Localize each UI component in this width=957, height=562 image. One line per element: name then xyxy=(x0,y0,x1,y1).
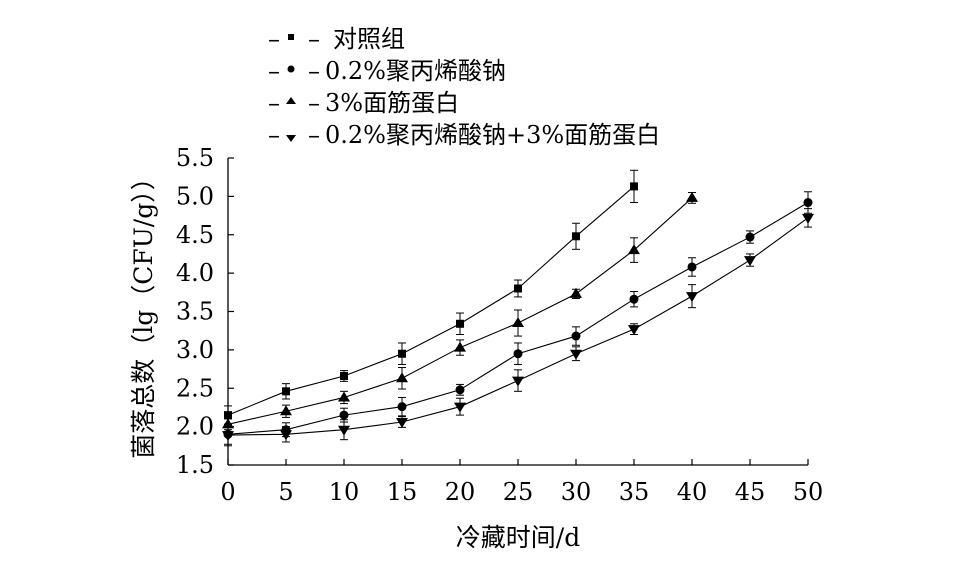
legend-dash-left: – xyxy=(268,89,280,117)
x-tick-label: 15 xyxy=(387,478,418,506)
x-tick-label: 0 xyxy=(220,478,235,506)
data-point xyxy=(454,341,466,352)
data-point xyxy=(803,198,813,208)
data-point xyxy=(686,292,698,303)
y-tick-label: 2.0 xyxy=(176,413,214,441)
y-tick-label: 2.5 xyxy=(176,374,214,402)
legend-label-polyacrylate: 0.2%聚丙烯酸钠 xyxy=(325,57,506,85)
y-tick-label: 3.0 xyxy=(176,336,214,364)
y-tick-label: 5.0 xyxy=(176,182,214,210)
data-point xyxy=(338,391,350,402)
data-point xyxy=(222,418,234,429)
x-tick-label: 40 xyxy=(677,478,708,506)
series-2 xyxy=(223,191,813,445)
data-point xyxy=(628,244,640,255)
legend-square-marker xyxy=(288,34,294,40)
y-ticks: 1.5 2.0 2.5 3.0 3.5 4.0 4.5 5.0 5.5 xyxy=(176,144,234,479)
legend-dash-right: – xyxy=(308,89,320,117)
data-point xyxy=(570,287,582,298)
legend-dash-right: – xyxy=(308,121,320,149)
data-point xyxy=(396,372,408,383)
data-point xyxy=(454,402,466,413)
data-point xyxy=(222,431,234,442)
data-point xyxy=(513,349,523,359)
data-point xyxy=(338,425,350,436)
legend-item-gluten: – – 3%面筋蛋白 xyxy=(268,89,459,117)
legend-dash-left: – xyxy=(268,121,280,149)
data-point xyxy=(340,371,348,380)
y-tick-label: 4.5 xyxy=(176,221,214,249)
x-axis-title: 冷藏时间/d xyxy=(456,523,580,552)
data-point xyxy=(397,402,407,412)
data-point xyxy=(744,256,756,267)
data-point xyxy=(686,191,698,202)
series-layer xyxy=(222,169,814,447)
series-line xyxy=(227,185,635,416)
series-3 xyxy=(222,191,698,431)
series-4 xyxy=(222,208,814,447)
data-point xyxy=(572,232,580,241)
data-point xyxy=(628,325,640,336)
data-point xyxy=(456,319,464,328)
data-point xyxy=(396,418,408,429)
legend-dash-left: – xyxy=(268,25,280,53)
y-tick-label: 4.0 xyxy=(176,259,214,287)
y-tick-label: 5.5 xyxy=(176,144,214,172)
data-point xyxy=(630,182,638,191)
data-point xyxy=(280,430,292,441)
data-point xyxy=(687,262,697,272)
y-tick-label: 1.5 xyxy=(176,451,214,479)
legend-item-polyacrylate: – – 0.2%聚丙烯酸钠 xyxy=(268,57,506,85)
data-point xyxy=(224,411,232,420)
legend-circle-marker xyxy=(287,65,295,73)
data-point xyxy=(455,385,465,395)
data-point xyxy=(629,294,639,304)
legend-label-control: 对照组 xyxy=(333,25,405,53)
data-point xyxy=(512,317,524,328)
data-point xyxy=(280,405,292,416)
legend: – – 对照组 – – 0.2%聚丙烯酸钠 – – 3%面筋蛋白 – – 0.2… xyxy=(268,25,660,149)
legend-triangle-up-marker xyxy=(286,97,296,104)
data-point xyxy=(570,349,582,360)
legend-label-gluten: 3%面筋蛋白 xyxy=(325,89,459,117)
x-tick-label: 10 xyxy=(329,478,360,506)
legend-dash-left: – xyxy=(268,57,280,85)
data-point xyxy=(571,331,581,341)
x-tick-label: 25 xyxy=(503,478,534,506)
x-tick-label: 5 xyxy=(278,478,293,506)
data-point xyxy=(282,387,290,396)
legend-dash-right: – xyxy=(308,25,320,53)
y-tick-label: 3.5 xyxy=(176,298,214,326)
legend-item-combined: – – 0.2%聚丙烯酸钠+3%面筋蛋白 xyxy=(268,121,660,149)
series-1 xyxy=(224,169,638,425)
y-axis-title: 菌落总数（lg（CFU/g）） xyxy=(129,165,158,458)
x-tick-label: 45 xyxy=(735,478,766,506)
data-point xyxy=(802,213,814,224)
legend-triangle-down-marker xyxy=(286,135,296,142)
data-point xyxy=(398,349,406,358)
x-tick-label: 50 xyxy=(793,478,824,506)
legend-label-combined: 0.2%聚丙烯酸钠+3%面筋蛋白 xyxy=(325,121,660,149)
x-ticks: 0 5 10 15 20 25 30 35 40 45 50 xyxy=(220,459,823,506)
x-tick-label: 30 xyxy=(561,478,592,506)
data-point xyxy=(512,376,524,387)
data-point xyxy=(514,284,522,293)
x-tick-label: 35 xyxy=(619,478,650,506)
legend-dash-right: – xyxy=(308,57,320,85)
legend-item-control: – – 对照组 xyxy=(268,25,405,53)
data-point xyxy=(339,410,349,420)
x-tick-label: 20 xyxy=(445,478,476,506)
data-point xyxy=(745,232,755,242)
